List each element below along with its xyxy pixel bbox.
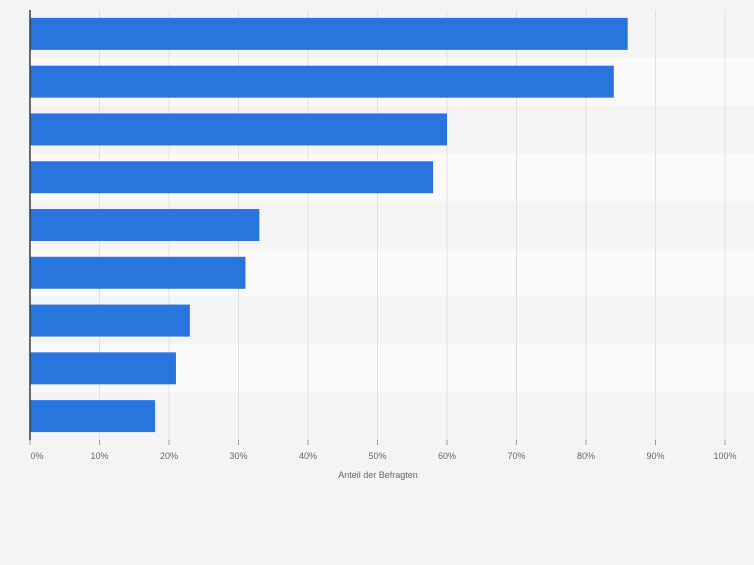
bar xyxy=(30,113,447,146)
x-tick-label: 10% xyxy=(90,451,108,461)
x-axis-label: Anteil der Befragten xyxy=(338,470,418,480)
x-tick-label: 80% xyxy=(577,451,595,461)
bar xyxy=(30,304,190,337)
x-tick-label: 50% xyxy=(368,451,386,461)
x-tick-label: 0% xyxy=(30,451,43,461)
x-tick-label: 90% xyxy=(646,451,664,461)
bar xyxy=(30,17,628,50)
x-tick-label: 20% xyxy=(160,451,178,461)
bar xyxy=(30,209,260,241)
x-tick-label: 40% xyxy=(299,451,317,461)
bar xyxy=(30,65,614,98)
x-tick-labels: 0% 10% 20% 30% 40% 50% 60% 70% 80% 90% 100% xyxy=(29,440,737,461)
bar xyxy=(30,256,246,289)
x-tick-label: 100% xyxy=(713,451,736,461)
bar xyxy=(30,352,176,385)
x-tick-label: 60% xyxy=(438,451,456,461)
bar xyxy=(30,400,156,433)
bars xyxy=(30,17,628,433)
x-tick-label: 70% xyxy=(507,451,525,461)
x-tick-label: 30% xyxy=(229,451,247,461)
bar xyxy=(30,161,434,194)
